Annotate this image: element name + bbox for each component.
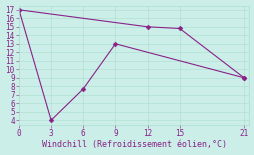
X-axis label: Windchill (Refroidissement éolien,°C): Windchill (Refroidissement éolien,°C) [42, 140, 226, 149]
